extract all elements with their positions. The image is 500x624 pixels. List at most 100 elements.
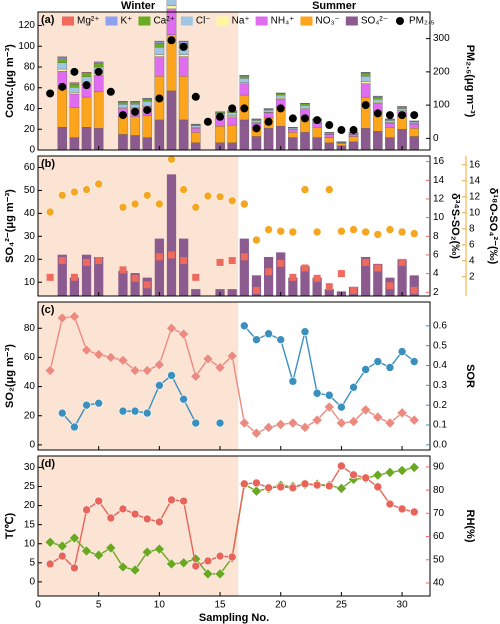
bar	[69, 277, 80, 296]
bar	[57, 68, 68, 72]
marker	[288, 114, 297, 123]
bar	[93, 91, 104, 129]
bar	[142, 137, 152, 151]
marker	[240, 321, 249, 331]
bar	[373, 96, 383, 100]
marker	[106, 87, 115, 96]
marker	[142, 514, 152, 524]
marker	[227, 552, 237, 562]
bar	[409, 136, 419, 151]
marker	[276, 335, 286, 344]
line	[61, 402, 99, 429]
season-shade	[38, 156, 239, 296]
legend-swatch	[395, 17, 404, 25]
legend-swatch	[105, 16, 118, 26]
bar	[409, 121, 419, 124]
marker	[336, 417, 347, 429]
marker	[251, 485, 262, 497]
marker	[82, 81, 91, 90]
y-tick-label: 30	[24, 462, 36, 473]
x-axis-title: Sampling No.	[199, 612, 269, 624]
marker	[263, 422, 274, 433]
marker	[240, 479, 249, 489]
marker	[118, 504, 128, 514]
marker	[325, 283, 333, 291]
marker	[384, 417, 396, 429]
marker	[275, 419, 287, 430]
marker	[288, 377, 298, 386]
marker	[252, 335, 261, 344]
marker	[384, 467, 396, 478]
bar	[239, 76, 250, 79]
marker	[288, 483, 298, 493]
bar	[118, 116, 128, 135]
marker	[385, 363, 395, 372]
marker	[324, 390, 334, 400]
marker	[130, 199, 140, 209]
bar	[348, 141, 359, 151]
bar	[191, 124, 201, 126]
x-tick-label: 15	[214, 600, 226, 611]
marker	[349, 225, 358, 234]
marker	[410, 111, 419, 120]
bar	[239, 119, 250, 151]
bar	[300, 266, 310, 296]
bar	[179, 238, 189, 296]
marker	[155, 253, 163, 261]
y2-tick-label: 60	[433, 531, 445, 542]
bar	[166, 90, 177, 151]
marker	[252, 124, 261, 133]
marker	[227, 196, 237, 206]
marker	[276, 226, 286, 236]
marker	[300, 185, 310, 194]
bar	[360, 83, 371, 98]
marker	[216, 258, 224, 266]
marker	[167, 251, 175, 259]
y-tick-label: 5	[29, 557, 35, 568]
marker	[141, 546, 153, 558]
marker	[349, 383, 358, 392]
bar	[142, 115, 152, 138]
legend-label: Na⁺	[232, 16, 250, 27]
bar	[288, 129, 298, 133]
marker	[178, 557, 189, 569]
marker	[374, 264, 382, 272]
bar	[251, 275, 262, 296]
marker	[312, 227, 322, 237]
marker	[228, 257, 236, 265]
marker	[167, 371, 176, 380]
bar	[385, 122, 395, 128]
bar	[69, 83, 80, 88]
marker	[191, 202, 201, 212]
bar	[57, 56, 68, 59]
marker	[94, 179, 103, 189]
plot-frame	[37, 155, 431, 297]
marker	[119, 266, 127, 274]
bar	[93, 75, 104, 93]
marker	[312, 388, 322, 398]
marker	[141, 365, 153, 376]
bar	[373, 99, 383, 103]
y2-tick-label: 0.6	[433, 320, 447, 331]
marker	[166, 558, 177, 570]
bar	[263, 256, 274, 296]
bar	[81, 254, 92, 296]
marker	[46, 273, 54, 281]
bar	[324, 134, 335, 138]
bar	[154, 40, 165, 42]
marker	[409, 357, 419, 366]
y2-tick-label: 2	[433, 287, 439, 298]
y-axis-title: SO₄²⁻(μg m⁻³)	[4, 189, 16, 263]
y2-tick-label: 8	[433, 231, 439, 242]
bar	[118, 104, 128, 108]
y-axis-title: SO₂(μg m⁻³)	[4, 344, 16, 408]
marker	[69, 532, 80, 544]
marker	[94, 496, 103, 506]
marker	[264, 483, 273, 493]
y3-tick-label: 12	[469, 191, 481, 202]
bar	[93, 62, 104, 64]
bar	[227, 289, 237, 296]
marker	[81, 545, 92, 557]
marker	[276, 104, 285, 113]
bar	[360, 128, 371, 151]
